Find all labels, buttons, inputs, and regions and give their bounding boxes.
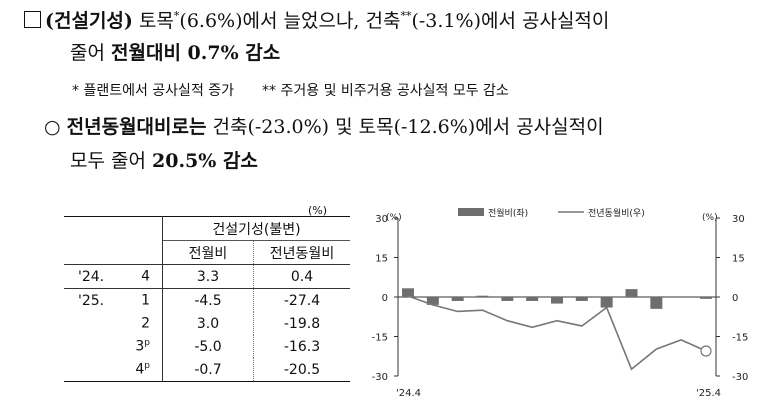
bar (426, 297, 439, 305)
highlight-text: 20.5% 감소 (152, 150, 258, 172)
right-tick-label: 0 (732, 293, 738, 304)
table-row: 3p -5.0 -16.3 (64, 335, 350, 358)
table-col-header: 전년동월비 (253, 240, 350, 265)
text-segment: (-3.1%)에서 공사실적이 (411, 10, 610, 32)
x-start-label: '24.4 (396, 388, 421, 399)
bar (476, 295, 489, 297)
table-row: '25. 1 -4.5 -27.4 (64, 288, 350, 312)
right-tick-label: -30 (732, 372, 748, 383)
yoy-last-point (700, 345, 712, 357)
table-unit: (%) (308, 204, 328, 217)
legend-line-label: 전년동월비(우) (588, 207, 645, 219)
bar (451, 297, 464, 301)
right-tick-label: 30 (732, 214, 745, 225)
footnotes: * 플랜트에서 공사실적 증가 ** 주거용 및 비주거용 공사실적 모두 감소 (72, 80, 509, 100)
left-tick-label: -30 (372, 372, 388, 383)
text-segment: 모두 줄어 (70, 150, 152, 172)
footnote-mark: * (173, 9, 180, 23)
legend-bar-swatch (458, 208, 484, 216)
right-tick-label: -15 (732, 333, 748, 344)
construction-chart: 30 30 15 15 0 0 -15 -15 -30 -30 (%) (%) '24.4 '25.4 전월… (372, 207, 749, 399)
left-unit: (%) (386, 213, 402, 223)
bar (650, 297, 663, 309)
table-row: 4p -0.7 -20.5 (64, 358, 350, 382)
construction-table: 건설기성(불변) 전월비 전년동월비 '24. 4 3.3 0.4 '25. 1… (64, 216, 350, 382)
text-segment: (6.6%)에서 늘었으나, 건축 (179, 10, 401, 32)
bar (526, 297, 539, 301)
text-segment: 건축(-23.0%) 및 토목(-12.6%)에서 공사실적이 (206, 116, 604, 138)
table-row: '24. 4 3.3 0.4 (64, 264, 350, 289)
right-unit: (%) (702, 213, 718, 223)
footnote-2: ** 주거용 및 비주거용 공사실적 모두 감소 (262, 83, 509, 99)
paragraph-construction-line1: (건설기성) 토목*(6.6%)에서 늘었으나, 건축**(-3.1%)에서 공… (24, 6, 609, 33)
table-header-row: 전월비 전년동월비 (64, 240, 350, 265)
footnote-1: * 플랜트에서 공사실적 증가 (72, 83, 235, 99)
bar (501, 297, 514, 301)
bar (700, 297, 712, 299)
heading-yoy: 전년동월대비로는 (66, 116, 207, 138)
yoy-line (407, 295, 707, 371)
text-segment: 토목 (132, 10, 174, 32)
legend-bar-label: 전월비(좌) (488, 207, 528, 219)
x-end-label: '25.4 (696, 388, 721, 399)
left-tick-label: 15 (375, 254, 388, 265)
footnote-mark: ** (400, 9, 412, 23)
paragraph-yoy-line1: ○ 전년동월대비로는 건축(-23.0%) 및 토목(-12.6%)에서 공사실… (44, 112, 604, 139)
bar (551, 297, 563, 304)
checkbox-square-icon (24, 11, 41, 28)
bar (600, 297, 613, 308)
paragraph-construction-line2: 줄어 전월대비 0.7% 감소 (70, 38, 280, 65)
right-tick-label: 15 (732, 254, 745, 265)
left-tick-label: -15 (372, 333, 388, 344)
table-col-header: 전월비 (162, 240, 254, 265)
bar (402, 288, 414, 297)
table-row: 2 3.0 -19.8 (64, 312, 350, 335)
table-header-row: 건설기성(불변) (64, 216, 350, 241)
left-tick-label: 30 (375, 214, 388, 225)
bar (575, 297, 588, 301)
text-segment: 줄어 (70, 42, 111, 64)
paragraph-yoy-line2: 모두 줄어 20.5% 감소 (70, 146, 258, 173)
highlight-text: 전월대비 0.7% 감소 (111, 42, 281, 64)
bar (625, 289, 638, 297)
left-tick-label: 0 (382, 293, 388, 304)
table-group-header: 건설기성(불변) (162, 216, 350, 241)
heading-construction: (건설기성) (45, 10, 133, 32)
circle-bullet: ○ (44, 116, 67, 138)
